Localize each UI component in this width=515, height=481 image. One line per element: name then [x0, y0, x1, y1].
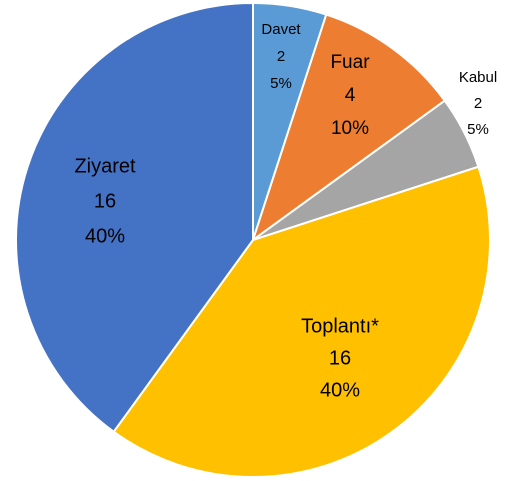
pie-slice — [112, 165, 491, 478]
slice-label-name: Kabul — [459, 69, 497, 86]
slice-label-name: Fuar — [330, 52, 370, 73]
slice-label-value: 4 — [345, 85, 356, 106]
slice-label-value: 16 — [329, 347, 351, 369]
slice-label-name: Ziyaret — [74, 155, 136, 177]
slice-label-value: 2 — [277, 48, 285, 65]
slice-label-percent: 40% — [85, 225, 125, 247]
slice-label-percent: 10% — [331, 118, 369, 139]
slice-label-value: 16 — [94, 190, 116, 212]
pie-slice — [251, 13, 447, 243]
slice-label-percent: 5% — [270, 75, 292, 92]
slice-label-percent: 40% — [320, 379, 360, 401]
slice-label-value: 2 — [474, 95, 482, 112]
pie-slice — [15, 1, 254, 434]
slice-label-name: Davet — [261, 21, 301, 38]
slice-label-name: Toplantı* — [301, 315, 379, 337]
slice-label-percent: 5% — [467, 121, 489, 138]
